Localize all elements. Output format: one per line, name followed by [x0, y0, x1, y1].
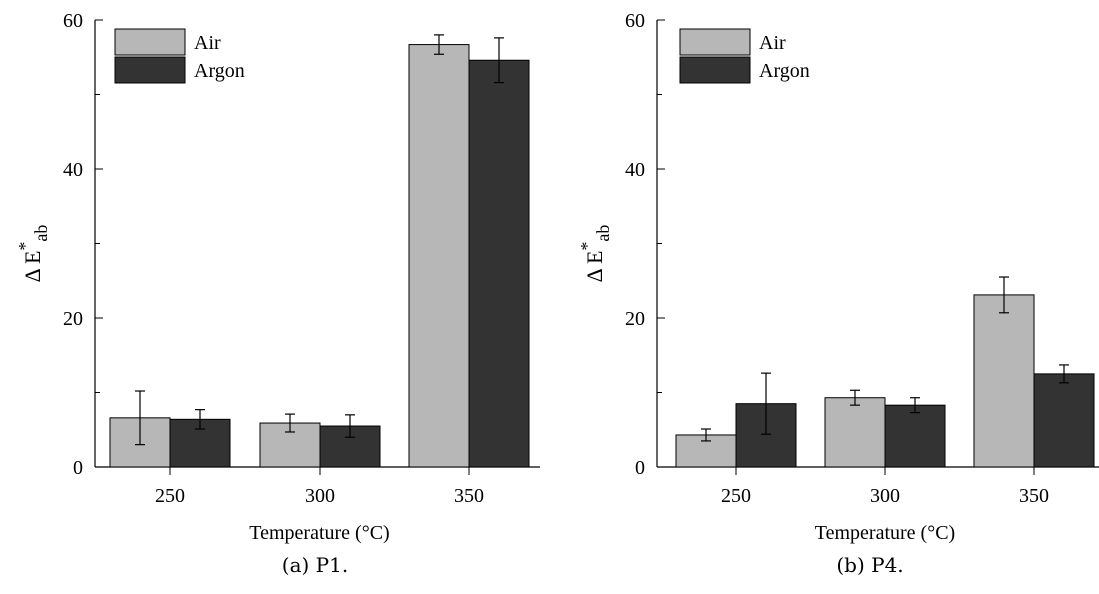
legend-swatch-air [679, 28, 751, 56]
x-tick-label: 250 [721, 485, 751, 507]
legend-label-air: Air [194, 32, 221, 54]
legend-swatch-argon [679, 56, 751, 84]
x-tick-label: 250 [155, 485, 185, 507]
bar-argon-350 [468, 59, 530, 468]
legend-label-argon: Argon [759, 60, 810, 82]
bar-air-350 [973, 294, 1035, 468]
legend-label-air: Air [759, 32, 786, 54]
y-tick-label: 20 [625, 308, 645, 330]
legend-swatch-argon [114, 56, 186, 84]
caption-a: (a) P1. [281, 553, 349, 577]
caption-b: (b) P4. [836, 553, 904, 577]
chart-a: 0 20 40 60 Δ E*ab 250 300 350 Temperature (°C) Ai… [15, 10, 540, 544]
x-tick-label: 300 [305, 485, 335, 507]
y-tick-label: 60 [63, 10, 83, 32]
legend-label-argon: Argon [194, 60, 245, 82]
y-tick-label: 60 [625, 10, 645, 32]
y-tick-label: 40 [625, 159, 645, 181]
x-tick-label: 350 [454, 485, 484, 507]
bar-air-300 [824, 397, 886, 468]
y-tick-label: 20 [63, 308, 83, 330]
x-tick-label: 350 [1019, 485, 1049, 507]
y-tick-label: 40 [63, 159, 83, 181]
bar-argon-300 [884, 404, 946, 468]
y-tick-label: 0 [73, 457, 83, 479]
bar-air-350 [408, 44, 470, 468]
bar-air-300 [259, 422, 321, 468]
y-axis-label: Δ E*ab [15, 225, 51, 283]
x-tick-label: 300 [870, 485, 900, 507]
chart-b: 0 20 40 60 Δ E*ab 250 300 350 Temperature (°C) Ai… [577, 10, 1099, 544]
y-axis-label: Δ E*ab [577, 225, 613, 283]
x-axis-label: Temperature (°C) [815, 522, 955, 544]
y-tick-label: 0 [635, 457, 645, 479]
x-axis-label: Temperature (°C) [249, 522, 389, 544]
bar-argon-350 [1033, 373, 1095, 468]
legend-swatch-air [114, 28, 186, 56]
